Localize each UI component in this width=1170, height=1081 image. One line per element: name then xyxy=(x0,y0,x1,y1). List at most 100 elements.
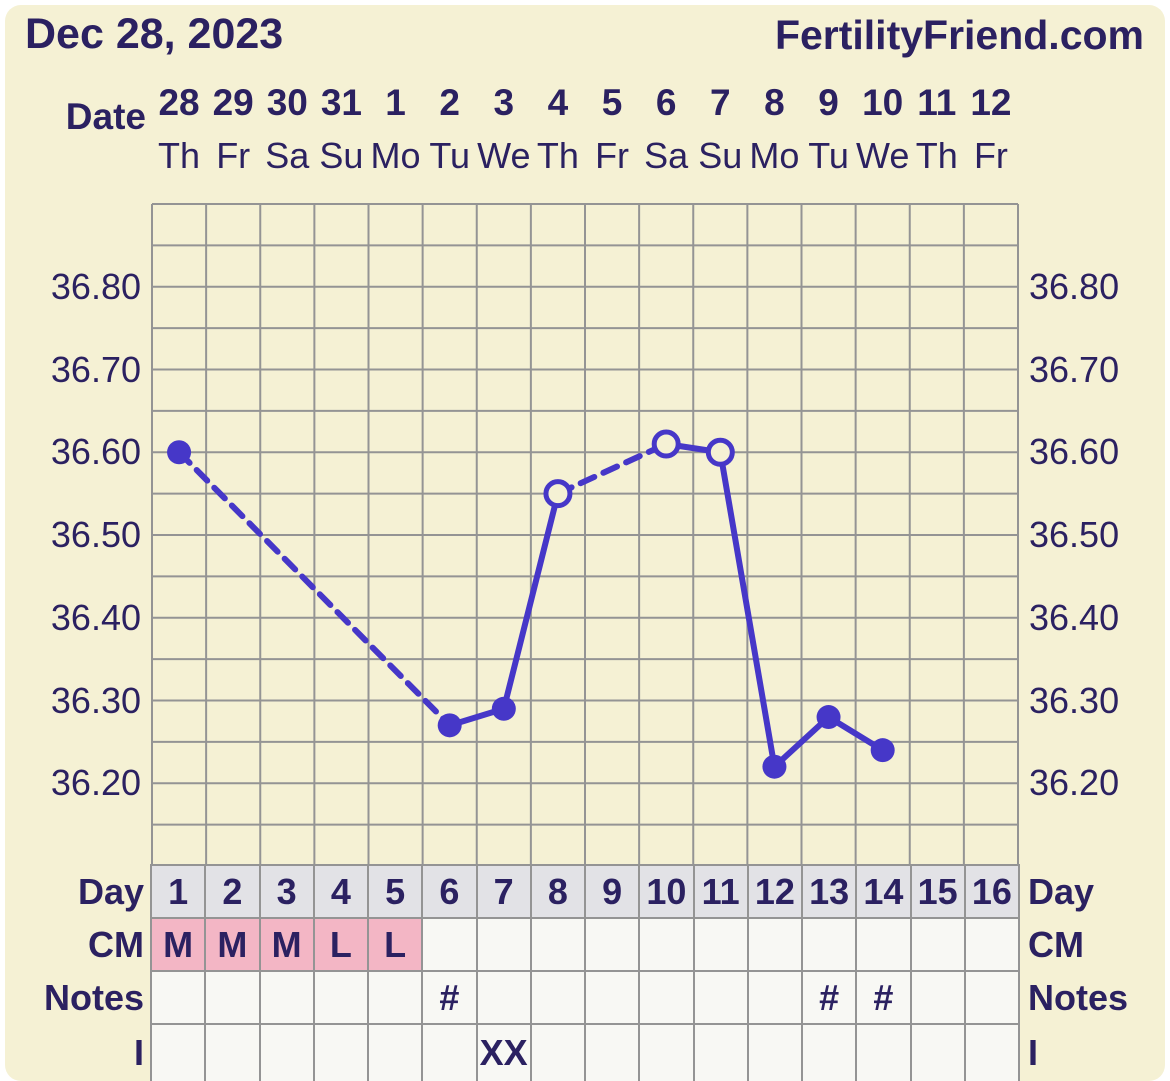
intercourse-cell[interactable] xyxy=(748,1025,801,1081)
date-cell: 8 xyxy=(764,82,785,123)
cm-cell[interactable] xyxy=(477,919,530,970)
intercourse-row-label-left: I xyxy=(133,1032,144,1073)
notes-cell[interactable] xyxy=(314,972,367,1023)
brand-link[interactable]: FertilityFriend.com xyxy=(774,12,1144,58)
temp-point-open[interactable] xyxy=(543,479,573,509)
notes-cell[interactable] xyxy=(206,972,259,1023)
temp-point-filled[interactable] xyxy=(437,713,462,738)
cm-cell[interactable] xyxy=(857,919,910,970)
date-cell: 5 xyxy=(601,82,623,123)
temp-point-filled[interactable] xyxy=(762,754,787,779)
temp-point-filled[interactable] xyxy=(870,738,895,763)
notes-cell[interactable] xyxy=(369,972,422,1023)
intercourse-cell[interactable] xyxy=(152,1025,205,1081)
day-cell[interactable]: 6 xyxy=(423,866,476,917)
y-tick-label-left: 36.40 xyxy=(50,596,141,638)
intercourse-cell[interactable] xyxy=(803,1025,856,1081)
cm-cell[interactable] xyxy=(965,919,1018,970)
date-cell: 6 xyxy=(655,82,677,123)
notes-cell[interactable]: # xyxy=(423,972,476,1023)
day-cell[interactable]: 15 xyxy=(911,866,964,917)
notes-cell[interactable] xyxy=(640,972,693,1023)
day-cell[interactable]: 4 xyxy=(314,866,367,917)
intercourse-cell[interactable]: XX xyxy=(477,1025,530,1081)
weekday-cell: Th xyxy=(915,135,958,176)
temp-point-open[interactable] xyxy=(651,429,681,459)
cm-cell[interactable]: M xyxy=(206,919,259,970)
weekday-cell: Su xyxy=(698,135,743,176)
notes-cell[interactable]: # xyxy=(803,972,856,1023)
date-cell: 1 xyxy=(385,82,406,123)
intercourse-cell[interactable] xyxy=(423,1025,476,1081)
notes-cell[interactable] xyxy=(748,972,801,1023)
cm-cell[interactable] xyxy=(531,919,584,970)
day-cell[interactable]: 16 xyxy=(965,866,1018,917)
temp-point-filled[interactable] xyxy=(816,705,841,730)
weekday-cell: Sa xyxy=(644,135,689,176)
notes-cell[interactable] xyxy=(586,972,639,1023)
intercourse-cell[interactable] xyxy=(694,1025,747,1081)
cm-cell[interactable]: L xyxy=(369,919,422,970)
cm-cell[interactable] xyxy=(911,919,964,970)
cm-cell[interactable] xyxy=(586,919,639,970)
cm-cell[interactable] xyxy=(803,919,856,970)
weekday-cell: We xyxy=(856,135,910,176)
day-cell[interactable]: 9 xyxy=(586,866,639,917)
intercourse-cell[interactable] xyxy=(206,1025,259,1081)
cm-cell[interactable] xyxy=(694,919,747,970)
day-cell[interactable]: 14 xyxy=(857,866,910,917)
intercourse-cell[interactable] xyxy=(314,1025,367,1081)
intercourse-cell[interactable] xyxy=(965,1025,1018,1081)
intercourse-cell[interactable] xyxy=(857,1025,910,1081)
temp-point-filled[interactable] xyxy=(491,696,516,721)
day-cell[interactable]: 7 xyxy=(477,866,530,917)
intercourse-cell[interactable] xyxy=(911,1025,964,1081)
cm-cell[interactable] xyxy=(748,919,801,970)
day-cell[interactable]: 3 xyxy=(260,866,313,917)
chart-start-date: Dec 28, 2023 xyxy=(25,10,284,58)
notes-cell[interactable] xyxy=(911,972,964,1023)
temp-segment-solid xyxy=(771,714,832,770)
notes-cell[interactable] xyxy=(152,972,205,1023)
notes-cell[interactable] xyxy=(477,972,530,1023)
date-cell: 28 xyxy=(158,82,200,123)
notes-cell[interactable]: # xyxy=(857,972,910,1023)
date-numbers-row: 28 29 30 31 1 2 3 4 5 6 7 8 9 10 11 12 xyxy=(152,82,1018,124)
intercourse-cell[interactable] xyxy=(586,1025,639,1081)
cm-cell[interactable] xyxy=(640,919,693,970)
temp-point-filled[interactable] xyxy=(167,440,192,465)
y-tick-label-right: 36.70 xyxy=(1029,348,1120,390)
y-tick-label-right: 36.30 xyxy=(1029,679,1120,721)
notes-row-label-left: Notes xyxy=(43,977,144,1018)
cm-cell[interactable] xyxy=(423,919,476,970)
notes-cell[interactable] xyxy=(965,972,1018,1023)
cm-row-label-right: CM xyxy=(1028,924,1084,965)
cm-cell[interactable]: L xyxy=(314,919,367,970)
day-cell[interactable]: 11 xyxy=(694,866,747,917)
temp-segment-dashed xyxy=(176,449,453,729)
date-cell: 29 xyxy=(212,82,254,123)
day-cell[interactable]: 13 xyxy=(803,866,856,917)
notes-cell[interactable] xyxy=(531,972,584,1023)
day-cell[interactable]: 2 xyxy=(206,866,259,917)
intercourse-cell[interactable] xyxy=(260,1025,313,1081)
day-cell[interactable]: 12 xyxy=(748,866,801,917)
intercourse-row-label-right: I xyxy=(1028,1032,1039,1073)
notes-cell[interactable] xyxy=(694,972,747,1023)
cm-cell[interactable]: M xyxy=(152,919,205,970)
date-cell: 4 xyxy=(547,82,569,123)
day-cell[interactable]: 8 xyxy=(531,866,584,917)
notes-cell[interactable] xyxy=(260,972,313,1023)
day-cell[interactable]: 10 xyxy=(640,866,693,917)
weekday-cell: Fr xyxy=(973,135,1008,176)
cm-cell[interactable]: M xyxy=(260,919,313,970)
weekday-cell: Mo xyxy=(749,135,800,176)
temp-point-open[interactable] xyxy=(705,437,735,467)
day-cell[interactable]: 5 xyxy=(369,866,422,917)
intercourse-cell[interactable] xyxy=(531,1025,584,1081)
intercourse-cell[interactable] xyxy=(369,1025,422,1081)
y-tick-label-right: 36.60 xyxy=(1029,431,1120,473)
day-cell[interactable]: 1 xyxy=(152,866,205,917)
intercourse-cell[interactable] xyxy=(640,1025,693,1081)
